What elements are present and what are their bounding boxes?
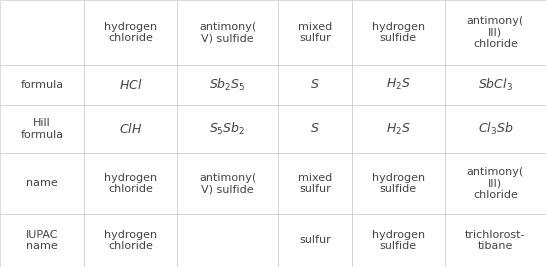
Bar [444,0,546,65]
Text: $S$: $S$ [311,78,320,91]
Bar [0,0,85,65]
Text: $Sb_2S_5$: $Sb_2S_5$ [209,77,246,93]
Bar [278,105,352,153]
Text: hydrogen
sulfide: hydrogen sulfide [372,172,425,194]
Text: $SbCl_3$: $SbCl_3$ [478,77,513,93]
Bar [278,65,352,105]
Bar [0,65,85,105]
Text: hydrogen
chloride: hydrogen chloride [104,22,157,43]
Text: mixed
sulfur: mixed sulfur [298,22,333,43]
Bar [278,153,352,214]
Text: antimony(
V) sulfide: antimony( V) sulfide [199,172,256,194]
Bar [85,65,177,105]
Text: $S_5Sb_2$: $S_5Sb_2$ [210,121,246,137]
Bar [278,0,352,65]
Bar [0,105,85,153]
Bar [352,214,444,267]
Bar [444,105,546,153]
Text: $H_2S$: $H_2S$ [386,121,411,136]
Bar [177,105,278,153]
Bar [352,105,444,153]
Text: $ClH$: $ClH$ [119,122,143,136]
Text: IUPAC
name: IUPAC name [26,230,58,251]
Text: $H_2S$: $H_2S$ [386,77,411,92]
Bar [444,214,546,267]
Text: Hill
formula: Hill formula [21,118,64,140]
Bar [85,214,177,267]
Bar [85,105,177,153]
Text: sulfur: sulfur [299,235,331,245]
Bar [177,0,278,65]
Text: $Cl_3Sb$: $Cl_3Sb$ [478,121,513,137]
Text: $S$: $S$ [311,123,320,135]
Text: $HCl$: $HCl$ [119,78,143,92]
Text: formula: formula [21,80,64,90]
Text: hydrogen
chloride: hydrogen chloride [104,230,157,251]
Text: mixed
sulfur: mixed sulfur [298,172,333,194]
Text: trichlorost-
tibane: trichlorost- tibane [465,230,526,251]
Text: hydrogen
chloride: hydrogen chloride [104,172,157,194]
Bar [352,153,444,214]
Bar [352,65,444,105]
Text: antimony(
III)
chloride: antimony( III) chloride [467,16,524,49]
Bar [177,65,278,105]
Bar [444,153,546,214]
Text: hydrogen
sulfide: hydrogen sulfide [372,22,425,43]
Bar [85,0,177,65]
Text: antimony(
III)
chloride: antimony( III) chloride [467,167,524,200]
Bar [177,214,278,267]
Bar [444,65,546,105]
Text: antimony(
V) sulfide: antimony( V) sulfide [199,22,256,43]
Bar [0,153,85,214]
Text: hydrogen
sulfide: hydrogen sulfide [372,230,425,251]
Bar [85,153,177,214]
Bar [278,214,352,267]
Text: name: name [26,178,58,189]
Bar [0,214,85,267]
Bar [352,0,444,65]
Bar [177,153,278,214]
